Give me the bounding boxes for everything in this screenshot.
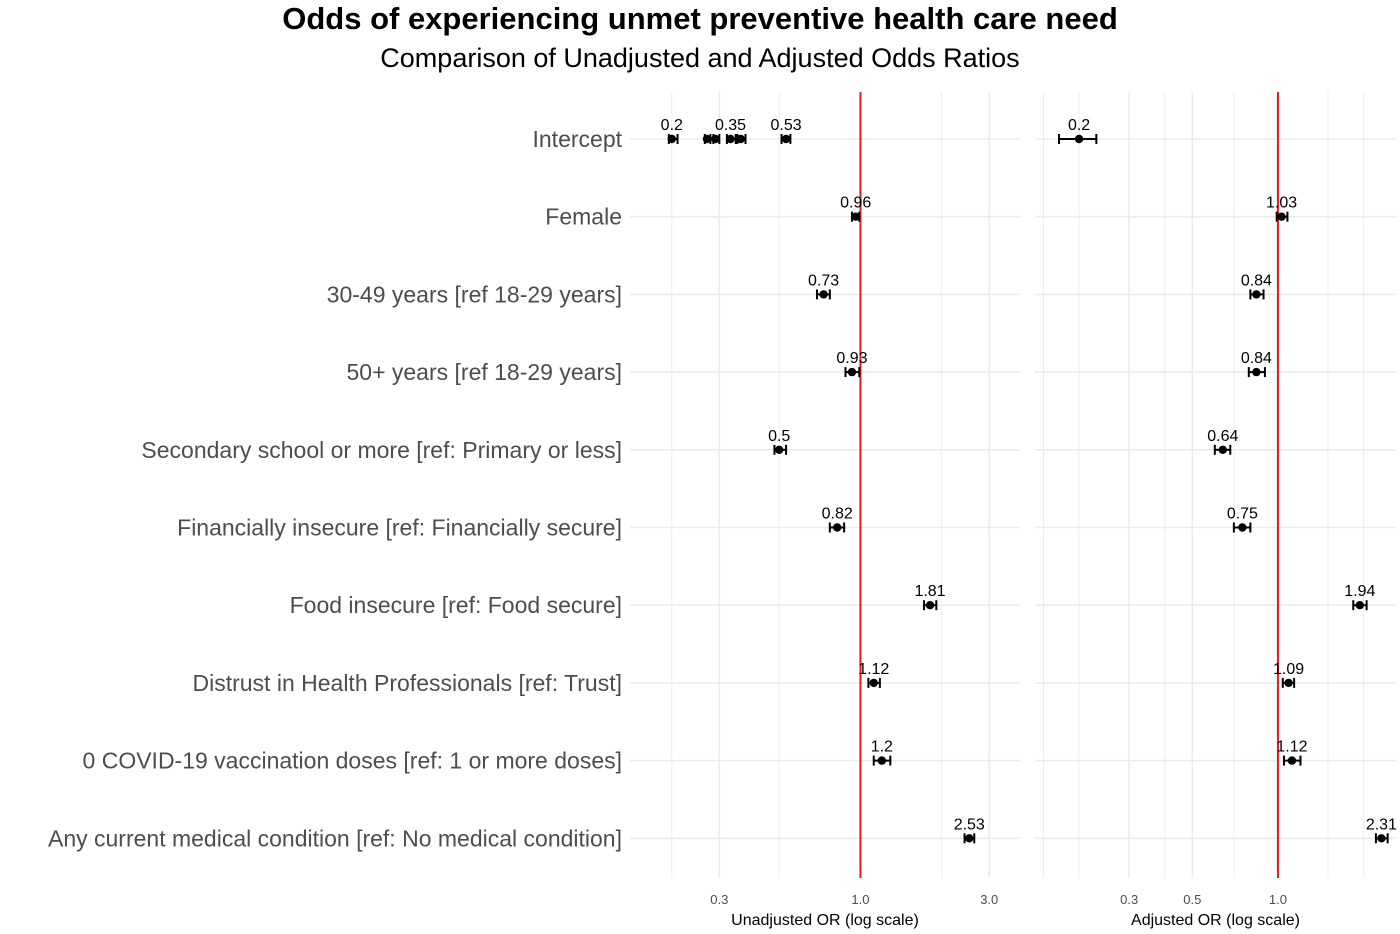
estimate-point bbox=[828, 522, 846, 533]
estimate-point bbox=[780, 134, 792, 144]
chart-subtitle: Comparison of Unadjusted and Adjusted Od… bbox=[380, 43, 1019, 73]
data-label: 0.82 bbox=[822, 506, 853, 523]
category-label: Secondary school or more [ref: Primary o… bbox=[141, 437, 622, 463]
point-estimate bbox=[925, 601, 935, 610]
point-estimate bbox=[1277, 212, 1286, 221]
data-label: 1.09 bbox=[1273, 661, 1304, 678]
estimate-point bbox=[1281, 677, 1296, 688]
data-label: 1.12 bbox=[1276, 739, 1307, 756]
estimate-point bbox=[867, 677, 881, 688]
data-label: 0.53 bbox=[770, 117, 801, 134]
estimate-point bbox=[667, 134, 679, 144]
estimate-point bbox=[773, 444, 788, 455]
data-label: 1.2 bbox=[871, 739, 893, 756]
category-label: Female bbox=[545, 204, 622, 230]
estimate-point bbox=[725, 134, 737, 144]
data-label: 0.2 bbox=[661, 117, 683, 134]
mark-layer bbox=[667, 134, 1389, 844]
estimate-point bbox=[711, 134, 721, 144]
point-estimate bbox=[711, 134, 720, 144]
data-label: 1.81 bbox=[914, 583, 945, 600]
point-estimate bbox=[965, 834, 974, 843]
estimate-point bbox=[872, 755, 892, 766]
data-label: 1.03 bbox=[1266, 195, 1297, 212]
point-estimate bbox=[833, 523, 842, 532]
point-estimate bbox=[726, 134, 735, 144]
estimate-point bbox=[1374, 833, 1389, 844]
estimate-point bbox=[1213, 444, 1232, 455]
point-estimate bbox=[851, 212, 860, 221]
point-estimate bbox=[775, 445, 784, 454]
x-axis-title: Unadjusted OR (log scale) bbox=[731, 912, 919, 929]
estimate-point bbox=[963, 833, 976, 844]
x-tick-label: 3.0 bbox=[980, 892, 998, 907]
estimate-point bbox=[1352, 600, 1368, 611]
category-label: Intercept bbox=[533, 126, 623, 152]
x-tick-label: 0.5 bbox=[1183, 892, 1201, 907]
category-label: 0 COVID-19 vaccination doses [ref: 1 or … bbox=[83, 748, 622, 774]
estimate-point bbox=[815, 289, 831, 300]
data-label: 0.84 bbox=[1241, 350, 1272, 367]
estimate-point bbox=[1282, 755, 1302, 766]
x-tick-label: 1.0 bbox=[851, 892, 869, 907]
estimate-point bbox=[1057, 134, 1098, 144]
estimate-point bbox=[850, 211, 861, 222]
data-label: 1.94 bbox=[1344, 583, 1375, 600]
data-label: 0.64 bbox=[1207, 428, 1238, 445]
estimate-point bbox=[1275, 211, 1289, 222]
chart-title: Odds of experiencing unmet preventive he… bbox=[282, 1, 1118, 36]
category-label: Any current medical condition [ref: No m… bbox=[48, 825, 622, 851]
data-label: 0.5 bbox=[768, 428, 790, 445]
category-label: 50+ years [ref 18-29 years] bbox=[346, 359, 622, 385]
data-label: 0.73 bbox=[808, 272, 839, 289]
estimate-point bbox=[736, 134, 747, 144]
point-estimate bbox=[1287, 756, 1297, 765]
x-axis-title: Adjusted OR (log scale) bbox=[1131, 912, 1300, 929]
data-label: 0.93 bbox=[836, 350, 867, 367]
data-label: 0.96 bbox=[840, 195, 871, 212]
x-tick-label: 0.3 bbox=[710, 892, 728, 907]
point-estimate bbox=[781, 134, 791, 144]
point-estimate bbox=[1238, 523, 1247, 532]
estimate-point bbox=[702, 134, 712, 144]
point-estimate bbox=[819, 290, 828, 299]
estimate-point bbox=[1232, 522, 1252, 533]
data-label: 2.31 bbox=[1366, 816, 1397, 833]
point-estimate bbox=[1252, 290, 1261, 299]
data-label: 0.35 bbox=[715, 117, 746, 134]
point-estimate bbox=[1218, 445, 1227, 454]
grid-layer bbox=[630, 92, 1396, 878]
x-tick-label: 0.3 bbox=[1120, 892, 1138, 907]
category-label: 30-49 years [ref 18-29 years] bbox=[327, 281, 622, 307]
estimate-point bbox=[1249, 289, 1265, 300]
reference-line-layer bbox=[859, 92, 1279, 878]
point-estimate bbox=[1355, 601, 1365, 610]
data-label: 0.75 bbox=[1227, 506, 1258, 523]
data-label: 0.84 bbox=[1241, 272, 1272, 289]
category-label: Distrust in Health Professionals [ref: T… bbox=[193, 670, 623, 696]
data-label: 1.12 bbox=[858, 661, 889, 678]
point-estimate bbox=[869, 678, 878, 688]
data-label: 2.53 bbox=[954, 816, 985, 833]
category-label: Food insecure [ref: Food secure] bbox=[290, 592, 622, 618]
data-label: 0.2 bbox=[1068, 117, 1090, 134]
x-tick-label: 1.0 bbox=[1269, 892, 1287, 907]
point-estimate bbox=[1252, 367, 1261, 377]
point-estimate bbox=[1284, 678, 1293, 688]
label-layer: Intercept Female 30-49 years [ref 18-29 ye… bbox=[48, 117, 1397, 929]
point-estimate bbox=[702, 134, 712, 144]
estimate-point bbox=[844, 367, 861, 378]
point-estimate bbox=[1074, 134, 1084, 144]
point-estimate bbox=[736, 134, 745, 144]
point-estimate bbox=[847, 367, 857, 377]
estimate-point bbox=[923, 600, 938, 611]
point-estimate bbox=[1377, 834, 1386, 843]
estimate-point bbox=[1247, 367, 1266, 378]
category-label: Financially insecure [ref: Financially s… bbox=[177, 515, 622, 541]
point-estimate bbox=[667, 134, 677, 144]
point-estimate bbox=[877, 756, 887, 765]
